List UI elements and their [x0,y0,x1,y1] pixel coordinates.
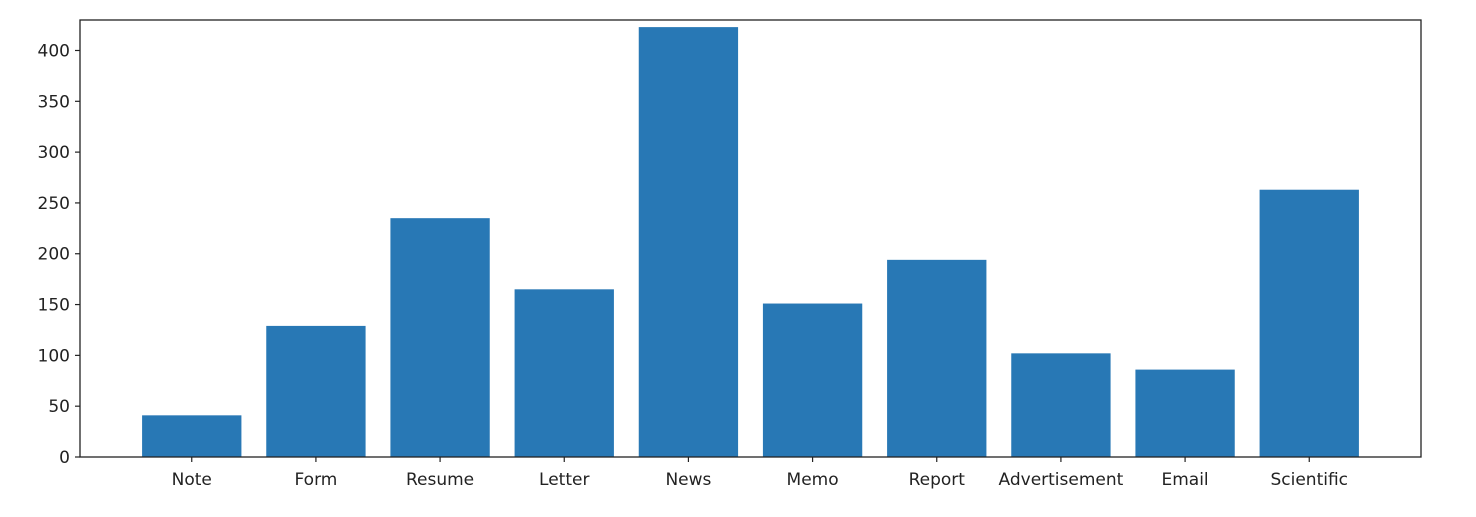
bar-news [638,27,739,457]
bar-email [1135,369,1235,457]
bar-memo [762,303,863,457]
x-tick-label: Report [909,470,966,490]
y-axis: 0 50 100 150 200 250 300 350 400 [38,41,80,468]
y-tick-label: 250 [38,194,70,214]
x-tick-label: Letter [539,470,589,490]
bars-group [142,27,1359,457]
x-tick-label: Form [295,470,338,490]
x-tick-label: Email [1161,470,1208,490]
y-tick-label: 150 [38,296,70,316]
y-tick-label: 100 [38,346,70,366]
bar-note [142,415,242,457]
bar-resume [390,218,490,457]
plot-frame [79,19,1422,458]
y-tick-label: 200 [38,245,70,265]
bar-advertisement [1011,353,1111,457]
x-tick-label: Note [172,470,212,490]
x-tick-label: News [665,470,711,490]
y-tick-label: 400 [38,41,70,61]
x-tick-label: Memo [787,470,839,490]
y-tick-label: 0 [59,448,70,468]
bar-form [266,325,366,457]
bar-letter [514,289,614,457]
x-tick-label: Advertisement [999,470,1124,490]
x-tick-label: Resume [406,470,474,490]
x-axis: Note Form Resume Letter News Memo Report Advert… [172,457,1348,490]
y-tick-label: 350 [38,92,70,112]
x-tick-label: Scientific [1270,470,1348,490]
y-tick-label: 300 [38,143,70,163]
bar-scientific [1259,189,1359,457]
y-tick-label: 50 [48,397,70,417]
bar-report [887,259,987,457]
